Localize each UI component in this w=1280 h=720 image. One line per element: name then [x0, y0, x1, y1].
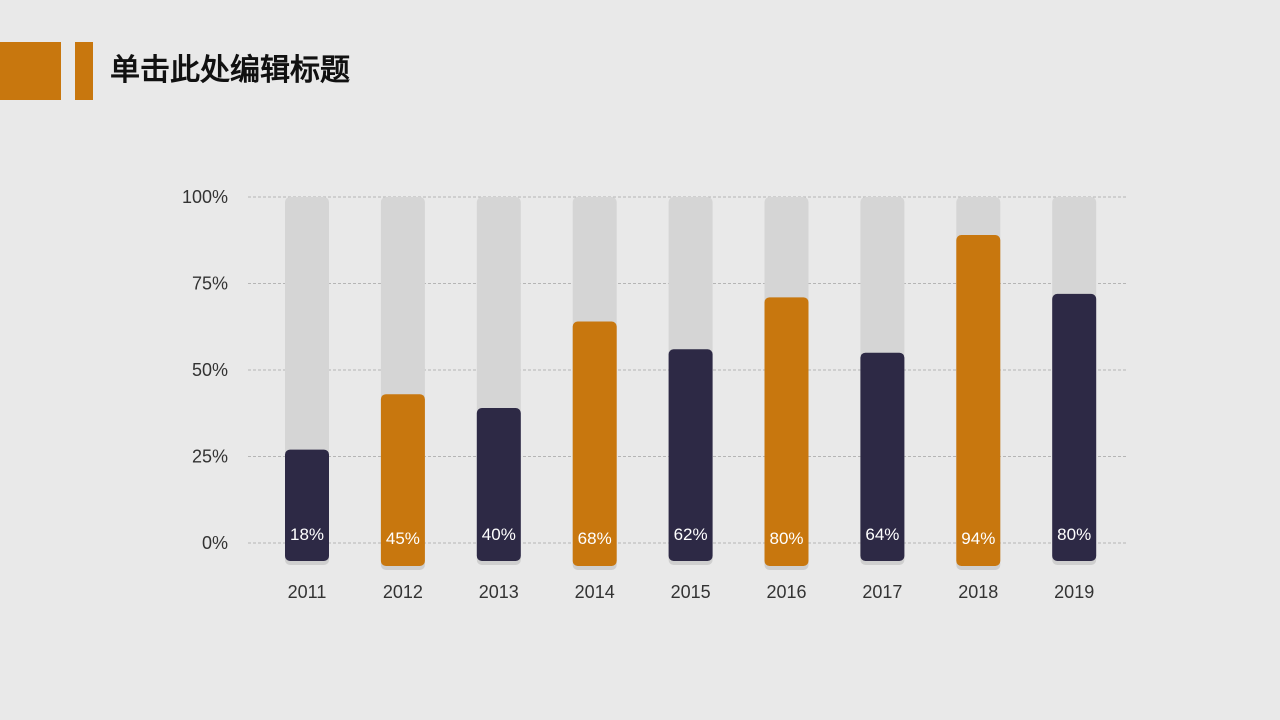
y-axis-ticks: 0% 25% 50% 75% 100% [182, 187, 228, 553]
x-axis-labels: 2011 2012 2013 2014 2015 2016 2017 2018 2019 [288, 582, 1095, 602]
y-tick-label: 0% [202, 533, 228, 553]
data-label-2018: 94% [961, 529, 995, 548]
bar-2017 [860, 352, 905, 561]
bar-2015 [668, 349, 713, 561]
x-tick-label: 2018 [958, 582, 998, 602]
bar-2011 [285, 449, 329, 561]
data-labels: 18% 45% 40% 68% 62% 80% 64% 94% 80% [290, 525, 1091, 548]
title-decoration-accent [75, 42, 93, 100]
x-tick-label: 2016 [766, 582, 806, 602]
x-tick-label: 2013 [479, 582, 519, 602]
x-tick-label: 2017 [862, 582, 902, 602]
title-decoration-block [0, 42, 61, 100]
bar-2018 [956, 235, 1001, 566]
data-label-2013: 40% [482, 525, 516, 544]
data-label-2014: 68% [578, 529, 612, 548]
data-label-2019: 80% [1057, 525, 1091, 544]
x-tick-label: 2011 [288, 582, 327, 602]
bar-2012 [380, 394, 425, 566]
y-tick-label: 25% [192, 447, 228, 467]
x-tick-label: 2015 [671, 582, 711, 602]
bar-2019 [1052, 293, 1097, 561]
x-tick-label: 2019 [1054, 582, 1094, 602]
x-tick-label: 2012 [383, 582, 423, 602]
x-tick-label: 2014 [575, 582, 615, 602]
data-label-2017: 64% [865, 525, 899, 544]
data-label-2016: 80% [769, 529, 803, 548]
y-tick-label: 100% [182, 187, 228, 207]
y-tick-label: 75% [192, 274, 228, 294]
bar-2013 [476, 408, 521, 561]
data-label-2012: 45% [386, 529, 420, 548]
bars [285, 235, 1097, 566]
bar-2014 [572, 321, 617, 566]
data-label-2015: 62% [674, 525, 708, 544]
data-label-2011: 18% [290, 525, 324, 544]
slide-title: 单击此处编辑标题 [110, 53, 350, 88]
y-tick-label: 50% [192, 360, 228, 380]
bar-2016 [764, 297, 809, 566]
